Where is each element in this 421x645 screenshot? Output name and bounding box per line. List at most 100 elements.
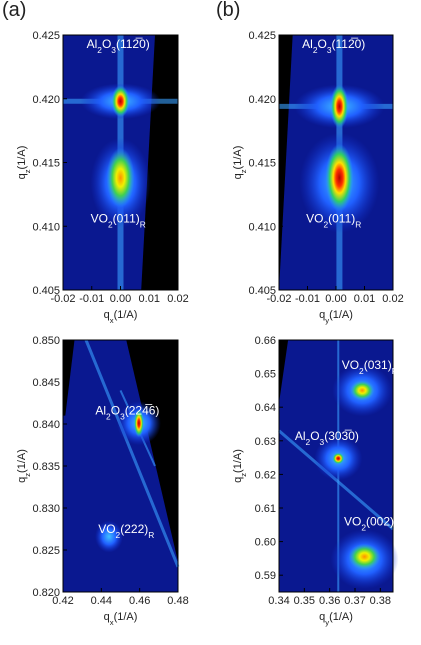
annotation-part: 2 bbox=[106, 412, 111, 422]
y-tick-label: 0.825 bbox=[32, 545, 60, 557]
x-tick-label: -0.02 bbox=[266, 293, 291, 305]
y-axis-label-part: (1/A) bbox=[232, 449, 244, 473]
annotation-part: VO bbox=[98, 522, 115, 536]
intensity-spot bbox=[95, 520, 123, 553]
intensity-spot bbox=[330, 84, 349, 129]
y-tick-label: 0.425 bbox=[32, 30, 60, 42]
streak bbox=[84, 339, 180, 568]
y-tick-label: 0.66 bbox=[255, 335, 276, 347]
y-tick-label: 0.62 bbox=[255, 469, 276, 481]
x-tick-label: 0.34 bbox=[268, 595, 289, 607]
panel-label: (b) bbox=[216, 0, 240, 21]
y-axis-label: qz(1/A) bbox=[232, 449, 248, 483]
y-tick-label: 0.845 bbox=[32, 377, 60, 389]
annotation-part: (031) bbox=[364, 358, 392, 372]
annotation-part: O bbox=[310, 429, 319, 443]
x-axis-label-part: (1/A) bbox=[114, 309, 138, 321]
annotation-part: 3 bbox=[327, 45, 332, 55]
x-tick-label: 0.02 bbox=[382, 293, 403, 305]
annotation-part: 3 bbox=[320, 437, 325, 447]
x-axis-label-part: (1/A) bbox=[329, 611, 353, 623]
annotation-part: R bbox=[140, 220, 146, 230]
annotation-part: VO bbox=[344, 514, 361, 528]
y-axis-label-part: q bbox=[232, 173, 244, 179]
annotation-part: O bbox=[317, 37, 326, 51]
y-tick-label: 0.850 bbox=[32, 335, 60, 347]
y-tick-label: 0.63 bbox=[255, 436, 276, 448]
annotation-part: (222) bbox=[120, 522, 148, 536]
y-tick-label: 0.840 bbox=[32, 419, 60, 431]
annotation-part: 2 bbox=[361, 522, 366, 532]
x-axis-label-part: q bbox=[104, 309, 110, 321]
y-tick-label: 0.820 bbox=[32, 587, 60, 599]
annotation-part: (112̅0) bbox=[332, 37, 366, 51]
annotation-part: R bbox=[355, 220, 361, 230]
y-tick-label: 0.60 bbox=[255, 537, 276, 549]
annotation: Al2O3(112̅0) bbox=[302, 37, 365, 55]
x-tick-label: 0.44 bbox=[91, 595, 112, 607]
annotation-part: 2 bbox=[97, 45, 102, 55]
y-axis-label-part: z bbox=[23, 473, 32, 477]
annotation-part: 3 bbox=[120, 412, 125, 422]
y-axis-label-part: q bbox=[232, 477, 244, 483]
y-axis-label: qz(1/A) bbox=[232, 146, 248, 180]
x-tick-label: 0.35 bbox=[294, 595, 315, 607]
x-axis-label-part: (1/A) bbox=[114, 611, 138, 623]
y-tick-label: 0.410 bbox=[248, 221, 276, 233]
y-axis-label-part: q bbox=[16, 173, 28, 179]
y-axis-label-part: z bbox=[239, 473, 248, 477]
y-axis-label-part: q bbox=[16, 477, 28, 483]
intensity-spot bbox=[111, 85, 130, 118]
annotation: Al2O3(303̅0) bbox=[295, 429, 359, 447]
annotation-part: (112̅0) bbox=[116, 37, 150, 51]
intensity-spot bbox=[348, 543, 381, 570]
no-data-region bbox=[63, 340, 75, 416]
x-axis-label-part: q bbox=[104, 611, 110, 623]
x-tick-label: 0.42 bbox=[52, 595, 73, 607]
annotation: VO2(002)R bbox=[344, 514, 400, 532]
annotation: Al2O3(112̅0) bbox=[87, 37, 150, 55]
intensity-spot bbox=[332, 452, 345, 465]
x-tick-label: 0.02 bbox=[167, 293, 188, 305]
annotation-part: O bbox=[111, 404, 120, 418]
annotation-part: O bbox=[102, 37, 111, 51]
y-tick-label: 0.420 bbox=[32, 94, 60, 106]
no-data-region bbox=[126, 340, 178, 562]
annotation: Al2O3(224̅6) bbox=[95, 404, 159, 422]
x-axis-label-part: q bbox=[319, 611, 325, 623]
y-tick-label: 0.61 bbox=[255, 503, 276, 515]
annotation-part: 2 bbox=[108, 220, 113, 230]
plot-frame bbox=[278, 339, 394, 593]
x-axis-label-part: x bbox=[110, 618, 114, 627]
intensity-spot bbox=[325, 143, 354, 212]
y-tick-label: 0.64 bbox=[255, 402, 276, 414]
x-axis-label: qx(1/A) bbox=[104, 611, 138, 627]
x-axis-label-part: x bbox=[110, 316, 114, 325]
y-axis-label: qz(1/A) bbox=[16, 449, 32, 483]
y-tick-label: 0.415 bbox=[248, 158, 276, 170]
panel-label: (a) bbox=[2, 0, 26, 21]
annotation-part: (002) bbox=[366, 514, 394, 528]
annotation-part: (303̅0) bbox=[324, 429, 359, 443]
annotation: VO2(011)R bbox=[306, 212, 361, 230]
annotation-part: Al bbox=[295, 429, 306, 443]
y-axis-label-part: (1/A) bbox=[232, 146, 244, 170]
annotation-part: 2 bbox=[359, 366, 364, 376]
x-tick-label: 0.48 bbox=[167, 595, 188, 607]
y-tick-label: 0.59 bbox=[255, 570, 276, 582]
annotation: VO2(222)R bbox=[98, 522, 154, 540]
x-tick-label: 0.00 bbox=[325, 293, 346, 305]
x-tick-label: 0.38 bbox=[370, 595, 391, 607]
y-tick-label: 0.405 bbox=[32, 285, 60, 297]
annotation-part: R bbox=[148, 530, 154, 540]
annotation-part: R bbox=[392, 366, 398, 376]
intensity-spot bbox=[133, 409, 144, 438]
x-axis-label: qy(1/A) bbox=[319, 309, 353, 325]
y-tick-label: 0.405 bbox=[248, 285, 276, 297]
x-tick-label: 0.46 bbox=[129, 595, 150, 607]
x-tick-label: -0.01 bbox=[79, 293, 104, 305]
annotation-part: 2 bbox=[116, 530, 121, 540]
y-axis-label-part: z bbox=[23, 169, 32, 173]
annotation-part: VO bbox=[306, 212, 323, 226]
y-tick-label: 0.425 bbox=[248, 30, 276, 42]
